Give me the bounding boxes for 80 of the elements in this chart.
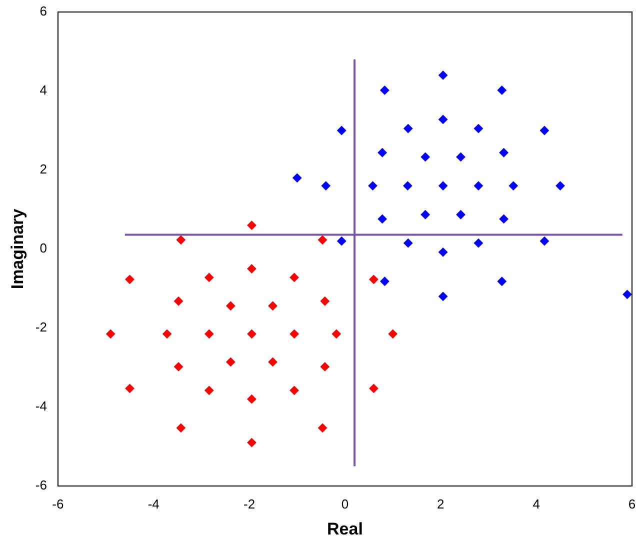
point <box>247 329 256 338</box>
point <box>474 238 483 248</box>
point <box>204 386 214 395</box>
point <box>292 173 302 182</box>
point <box>438 292 448 301</box>
point <box>378 214 387 224</box>
point <box>290 386 299 395</box>
point <box>204 272 214 282</box>
point <box>247 220 256 230</box>
point <box>226 301 236 310</box>
x-tick-label: -6 <box>52 496 64 512</box>
y-tick-label: 0 <box>40 240 47 256</box>
point <box>290 329 299 338</box>
point <box>268 301 278 310</box>
point <box>456 210 466 220</box>
point <box>337 236 346 246</box>
point <box>369 384 378 393</box>
point <box>290 272 299 282</box>
point <box>438 114 448 124</box>
point <box>378 148 387 158</box>
point <box>368 181 378 190</box>
point <box>499 214 508 224</box>
point <box>204 329 214 338</box>
point <box>369 274 378 284</box>
point <box>321 181 330 190</box>
point <box>540 236 549 246</box>
point <box>404 124 413 134</box>
point <box>268 357 278 366</box>
x-tick-label: 2 <box>437 496 444 512</box>
x-tick-label: 6 <box>628 496 636 512</box>
point <box>247 394 256 404</box>
point <box>247 438 256 448</box>
x-tick-label: 4 <box>532 496 540 512</box>
point <box>176 235 186 244</box>
y-tick-label: -2 <box>35 320 47 335</box>
y-tick-label: -4 <box>35 398 47 414</box>
point <box>318 235 327 244</box>
point <box>497 276 506 286</box>
point <box>332 329 341 338</box>
point <box>247 264 256 274</box>
point <box>380 86 390 95</box>
point <box>420 210 430 220</box>
point <box>438 70 448 80</box>
point <box>508 181 518 190</box>
point <box>380 276 390 286</box>
point <box>556 181 565 190</box>
point <box>388 329 398 338</box>
x-tick-label: 0 <box>341 496 349 512</box>
point <box>540 126 549 135</box>
x-tick-label: -2 <box>244 496 256 512</box>
point <box>176 423 186 432</box>
point <box>438 181 448 190</box>
y-tick-label: 2 <box>40 162 47 177</box>
x-axis-title: Real <box>327 519 363 538</box>
y-tick-label: 6 <box>40 4 47 19</box>
point <box>456 152 466 162</box>
point <box>622 290 632 299</box>
point <box>226 357 236 366</box>
point <box>125 274 134 284</box>
x-tick-label: -4 <box>148 496 160 512</box>
point <box>404 238 413 248</box>
point <box>125 384 134 393</box>
point <box>337 126 346 135</box>
y-tick-label: -6 <box>35 478 47 493</box>
point <box>174 362 184 372</box>
point <box>106 329 116 338</box>
point <box>438 248 448 257</box>
point <box>474 124 483 134</box>
point <box>499 148 508 158</box>
point <box>320 362 330 372</box>
point <box>162 329 172 338</box>
point <box>497 86 506 95</box>
point <box>420 152 430 162</box>
point <box>474 181 483 190</box>
point <box>318 423 327 432</box>
point <box>403 181 412 190</box>
y-axis-title: Imaginary <box>8 208 27 290</box>
y-tick-label: 4 <box>40 82 47 98</box>
point <box>174 296 184 306</box>
point <box>320 296 330 306</box>
